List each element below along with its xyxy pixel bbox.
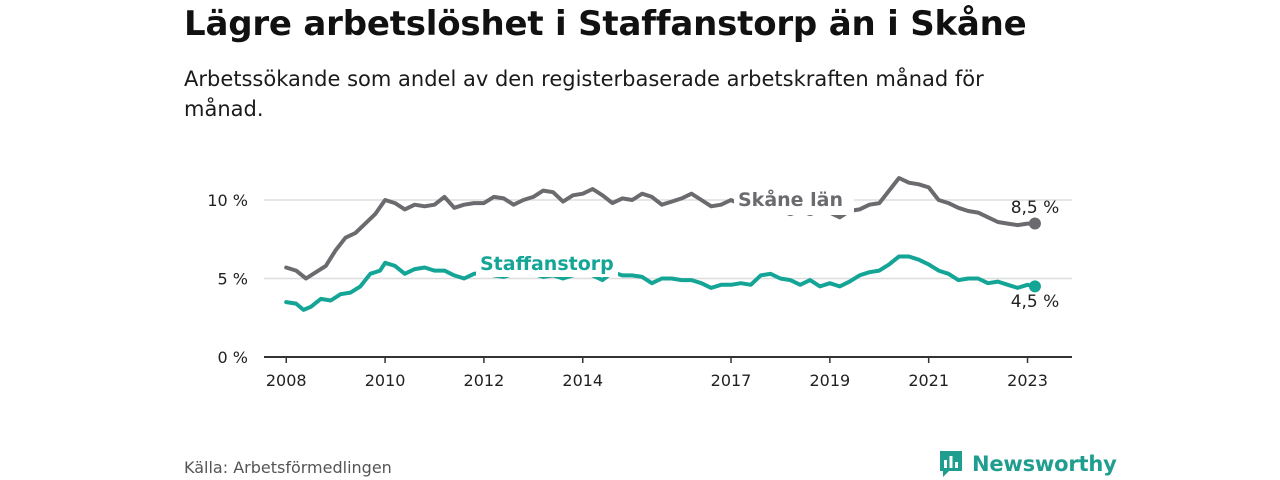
newsworthy-logo-icon — [940, 451, 962, 477]
y-tick-label: 0 % — [218, 348, 248, 367]
staffanstorp-series-label: Staffanstorp — [480, 253, 614, 275]
skane-end-marker — [1028, 217, 1041, 230]
x-tick-label: 2021 — [908, 371, 949, 390]
x-tick-label: 2010 — [365, 371, 406, 390]
y-tick-label: 10 % — [207, 191, 248, 210]
x-tick-label: 2014 — [562, 371, 603, 390]
x-tick-label: 2019 — [809, 371, 850, 390]
staffanstorp-series-line — [284, 254, 1037, 312]
chart-title: Lägre arbetslöshet i Staffanstorp än i S… — [184, 4, 1027, 44]
chart-subtitle: Arbetssökande som andel av den registerb… — [184, 67, 984, 121]
brand-logo[interactable]: Newsworthy — [938, 449, 1117, 479]
x-tick-label: 2008 — [266, 371, 307, 390]
x-axis-ticks: 2008 2010 2012 2014 2017 2019 2021 2023 — [266, 357, 1048, 390]
series-lines — [284, 176, 1041, 312]
skane-series-label: Skåne län — [738, 187, 843, 211]
series-labels: Skåne län Staffanstorp 8,5 % 4,5 % — [476, 185, 1059, 312]
x-tick-label: 2023 — [1007, 371, 1048, 390]
staffanstorp-end-marker — [1028, 280, 1041, 293]
brand-name: Newsworthy — [972, 452, 1117, 476]
y-tick-label: 5 % — [218, 270, 248, 289]
x-tick-label: 2017 — [711, 371, 752, 390]
line-chart: 0 %5 %10 % 2008 2010 2012 2014 2017 2019 2021 2… — [207, 176, 1072, 390]
series-label-halo — [734, 185, 854, 215]
source-note: Källa: Arbetsförmedlingen — [184, 458, 392, 477]
skane-end-label: 8,5 % — [1011, 198, 1060, 218]
y-axis-ticks: 0 % 5 % 10 % — [207, 191, 248, 367]
staffanstorp-end-label: 4,5 % — [1011, 292, 1060, 312]
skane-series-line — [284, 176, 1037, 281]
x-tick-label: 2012 — [464, 371, 505, 390]
series-label-halo — [476, 249, 618, 277]
